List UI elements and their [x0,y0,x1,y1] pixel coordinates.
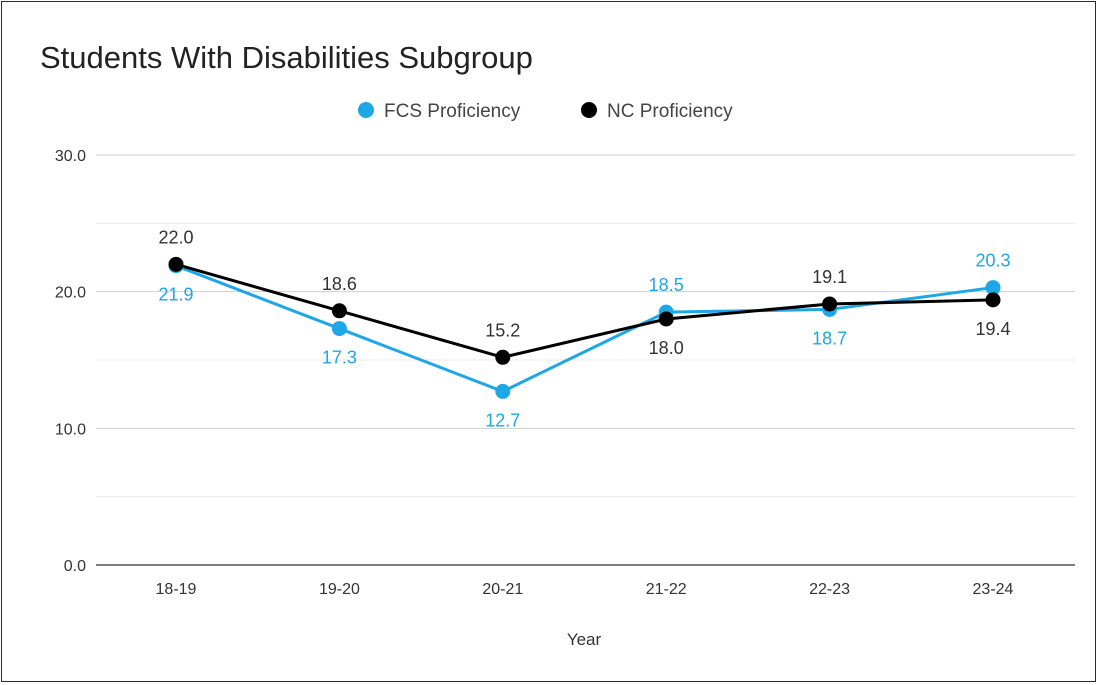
y-tick-label: 20.0 [55,285,86,302]
series-lines [175,262,994,393]
data-point-nc [331,303,347,319]
data-point-nc [822,296,838,312]
x-tick-label: 20-21 [482,581,523,598]
data-label-nc: 15.2 [485,320,520,340]
data-point-nc [168,256,184,272]
x-tick-label: 21-22 [646,581,687,598]
data-point-fcs [495,383,511,399]
data-labels: 21.9 22.0 17.3 18.6 12.7 15.2 18.5 18.0 18.7 19.1… [158,227,1010,430]
series-line-fcs [175,264,994,393]
data-label-fcs: 20.3 [975,251,1010,271]
series-points [168,256,1001,399]
data-point-nc [658,311,674,327]
legend-marker-fcs [358,102,374,118]
x-tick-label: 23-24 [973,581,1014,598]
data-label-nc: 19.1 [812,267,847,287]
data-label-fcs: 12.7 [485,410,520,430]
data-label-nc: 18.0 [649,338,684,358]
y-axis-ticks: 0.0 10.0 20.0 30.0 [55,148,86,575]
series-line-nc [175,262,994,359]
x-tick-label: 22-23 [809,581,850,598]
y-tick-label: 10.0 [55,421,86,438]
data-point-nc [985,292,1001,308]
legend-label-nc: NC Proficiency [607,101,733,122]
y-tick-label: 30.0 [55,148,86,165]
data-label-nc: 22.0 [158,227,193,247]
chart-title: Students With Disabilities Subgroup [40,40,533,75]
data-label-fcs: 21.9 [158,285,193,305]
data-label-fcs: 18.7 [812,328,847,348]
x-axis-ticks: 18-19 19-20 20-21 21-22 22-23 23-24 [156,581,1014,598]
x-tick-label: 18-19 [156,581,197,598]
data-point-nc [495,349,511,365]
legend-marker-nc [581,102,597,118]
x-tick-label: 19-20 [319,581,360,598]
data-point-fcs [985,280,1001,296]
data-label-nc: 19.4 [975,319,1010,339]
x-axis-title: Year [567,630,602,649]
data-point-fcs [331,321,347,337]
gridlines [96,154,1075,566]
data-label-fcs: 17.3 [322,348,357,368]
legend: FCS Proficiency NC Proficiency [358,101,733,122]
y-tick-label: 0.0 [64,558,86,575]
legend-label-fcs: FCS Proficiency [384,101,521,122]
data-label-fcs: 18.5 [649,275,684,295]
data-label-nc: 18.6 [322,274,357,294]
